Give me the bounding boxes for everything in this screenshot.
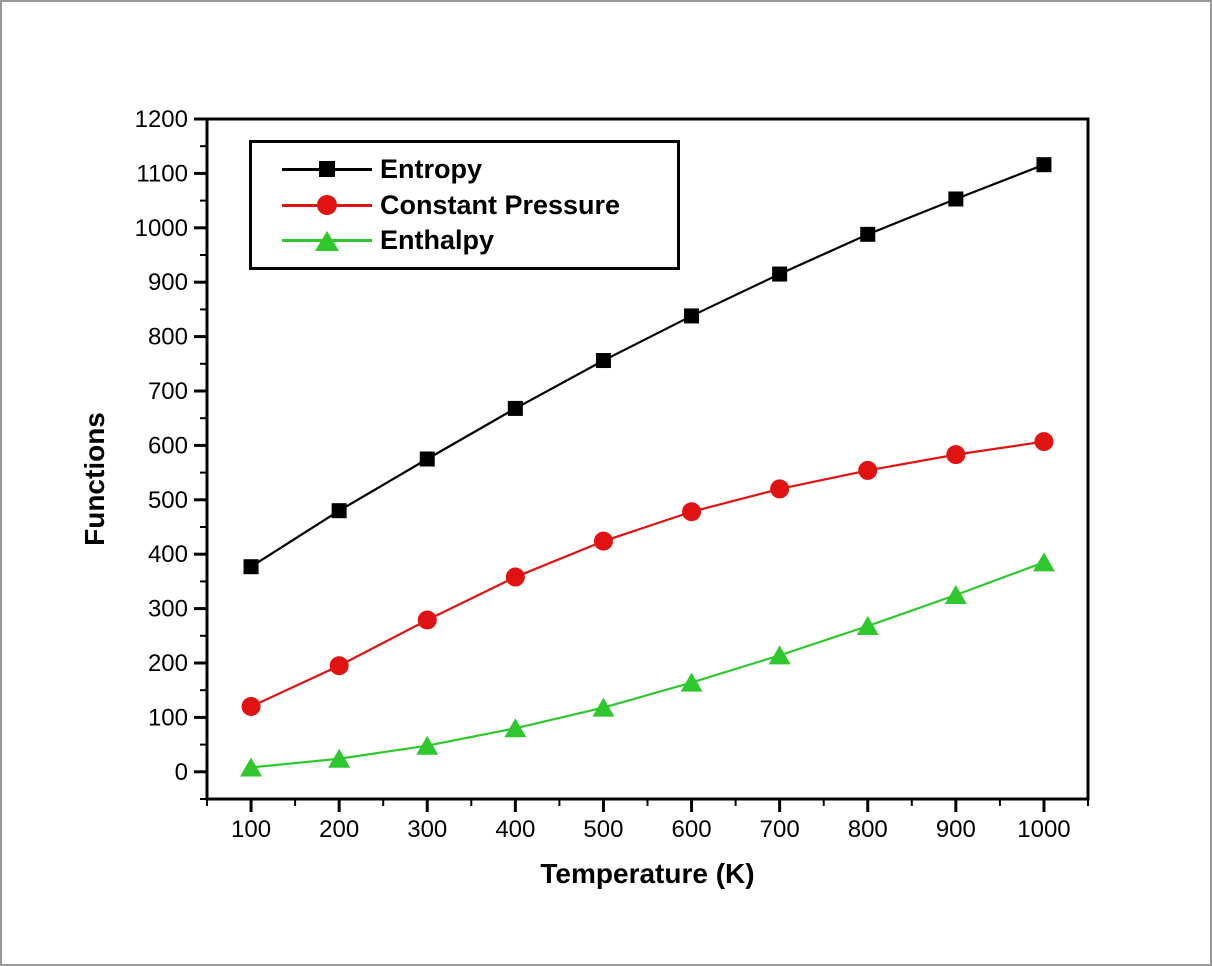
series-markers-constant-pressure [241, 697, 261, 717]
series-markers-enthalpy [416, 735, 439, 755]
series-markers-enthalpy [944, 585, 967, 604]
y-tick-label: 200 [148, 650, 188, 677]
x-tick-label: 100 [231, 816, 271, 843]
series-line-enthalpy [250, 561, 1045, 769]
x-tick-label: 200 [319, 816, 359, 843]
legend-sample-entropy [282, 158, 372, 180]
legend-label-constant-pressure: Constant Pressure [380, 189, 621, 220]
series-markers-entropy [860, 226, 876, 242]
series-markers-constant-pressure [858, 460, 878, 480]
legend-sample-constant-pressure [282, 194, 372, 216]
y-tick-label: 900 [148, 269, 188, 296]
series-markers-entropy [1036, 157, 1052, 173]
x-tick-label: 600 [672, 816, 712, 843]
legend-row-constant-pressure: Constant Pressure [282, 190, 671, 221]
x-tick-label: 700 [760, 816, 800, 843]
series-markers-enthalpy [680, 672, 703, 692]
x-tick-label: 1000 [1017, 816, 1070, 843]
series-markers-entropy [684, 308, 700, 324]
axis-frame [205, 117, 1090, 801]
legend-label-entropy: Entropy [380, 153, 483, 184]
series-markers-enthalpy [856, 616, 879, 636]
y-tick-label: 600 [148, 432, 188, 459]
series-markers-constant-pressure [770, 479, 790, 499]
series-markers-enthalpy [768, 645, 791, 665]
y-tick-label: 300 [148, 596, 188, 623]
x-tick-label: 400 [495, 816, 535, 843]
series-markers-constant-pressure [329, 656, 349, 676]
series-markers-constant-pressure [417, 610, 437, 630]
enthalpy-triangle-marker-icon [315, 230, 339, 251]
series-markers-entropy [772, 266, 788, 282]
series-markers-entropy [948, 191, 964, 207]
series-markers-entropy [419, 451, 435, 467]
y-tick-label: 500 [148, 487, 188, 514]
x-tick-label: 900 [936, 816, 976, 843]
legend-label-enthalpy: Enthalpy [380, 225, 495, 256]
y-tick-label: 1200 [135, 106, 188, 133]
y-tick-label: 0 [175, 759, 188, 786]
legend-row-enthalpy: Enthalpy [282, 225, 671, 256]
series-markers-entropy [243, 559, 259, 575]
legend-row-entropy: Entropy [282, 154, 671, 185]
series-markers-constant-pressure [593, 531, 613, 551]
y-tick-label: 700 [148, 378, 188, 405]
series-markers-enthalpy [1032, 552, 1055, 572]
legend-sample-enthalpy [282, 230, 372, 252]
series-markers-constant-pressure [1034, 432, 1054, 452]
x-tick-label: 500 [583, 816, 623, 843]
y-tick-label: 1100 [136, 160, 188, 187]
series-markers-constant-pressure [505, 567, 525, 587]
y-tick-label: 1000 [135, 215, 188, 242]
y-tick-label: 400 [148, 541, 188, 568]
series-markers-entropy [331, 503, 347, 519]
y-axis-title: Functions [79, 412, 110, 546]
series-markers-constant-pressure [946, 445, 966, 465]
series-line-constant-pressure [250, 440, 1045, 708]
y-tick-label: 800 [148, 324, 188, 351]
series-markers-enthalpy [592, 697, 615, 717]
x-axis-title: Temperature (K) [540, 858, 755, 889]
entropy-square-marker-icon [319, 161, 335, 178]
series-markers-enthalpy [240, 757, 263, 777]
constant-pressure-circle-marker-icon [317, 195, 337, 215]
series-markers-enthalpy [328, 748, 351, 768]
x-tick-label: 300 [407, 816, 447, 843]
series-line-entropy [250, 163, 1045, 568]
series-markers-constant-pressure [682, 502, 702, 522]
legend: Entropy Constant Pressure Enthalpy [249, 140, 680, 270]
series-markers-enthalpy [504, 718, 527, 738]
series-markers-entropy [507, 400, 523, 416]
series-markers-entropy [595, 353, 611, 369]
y-tick-label: 100 [148, 704, 188, 731]
x-tick-label: 800 [848, 816, 888, 843]
